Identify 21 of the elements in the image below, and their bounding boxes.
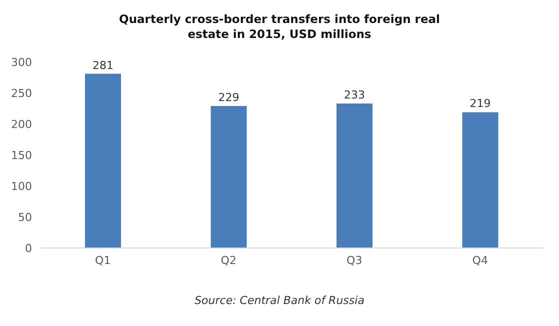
x-tick-label: Q2 — [220, 254, 236, 267]
y-tick-label: 0 — [25, 242, 32, 255]
y-tick-label: 300 — [11, 56, 32, 69]
y-tick-label: 150 — [11, 148, 32, 162]
bar — [210, 106, 247, 248]
bar — [336, 104, 372, 248]
data-label: 219 — [470, 97, 491, 110]
y-tick-label: 200 — [11, 118, 32, 131]
y-tick-label: 50 — [18, 210, 32, 224]
data-label: 229 — [218, 91, 240, 104]
x-tick-label: Q4 — [472, 254, 488, 267]
data-label: 233 — [344, 88, 365, 102]
data-label: 281 — [92, 58, 114, 72]
bar — [462, 112, 498, 248]
bar — [85, 74, 121, 248]
y-tick-label: 250 — [11, 86, 32, 100]
chart-title: Quarterly cross-border transfers into foreign real estate in 2015, USD millions — [118, 11, 441, 42]
x-tick-label: Q3 — [346, 254, 362, 267]
source-note: Source: Central Bank of Russia — [194, 294, 366, 307]
x-tick-label: Q1 — [95, 254, 111, 267]
y-tick-label: 100 — [11, 180, 32, 193]
